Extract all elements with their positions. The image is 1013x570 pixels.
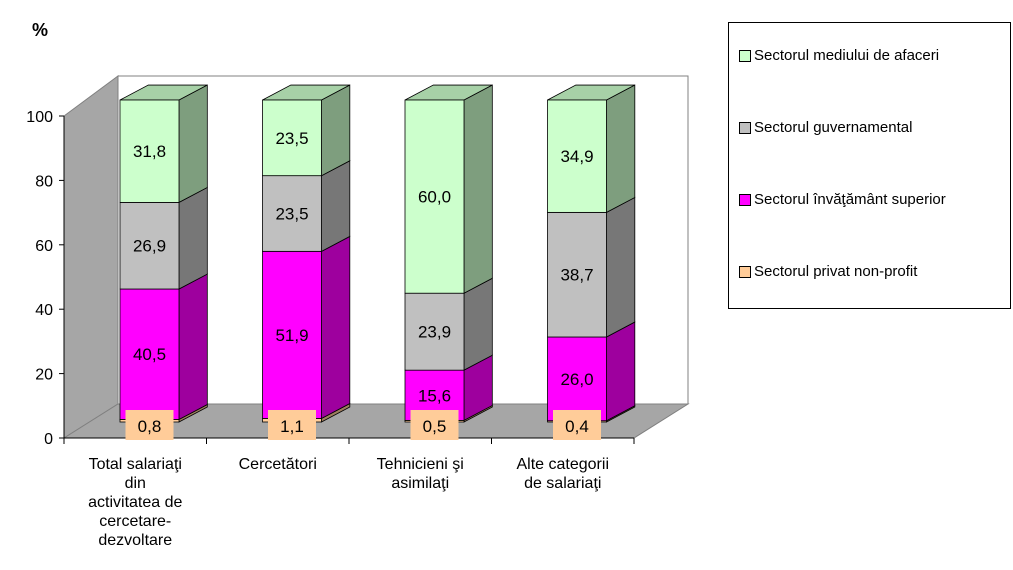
data-label-box [410, 410, 459, 440]
x-category-label-line: din [124, 475, 146, 492]
data-label: 26,9 [133, 237, 166, 256]
legend-item-privat-non-profit: Sectorul privat non-profit [739, 263, 917, 280]
y-tick-label: 0 [44, 431, 53, 448]
data-label: 38,7 [560, 266, 593, 285]
y-tick-label: 40 [35, 302, 53, 319]
data-label: 40,5 [133, 345, 166, 364]
data-label: 31,8 [133, 142, 166, 161]
y-axis-title: % [32, 20, 48, 40]
bar-segment-side [321, 235, 351, 420]
bar-segment [262, 99, 322, 177]
bar-segment-side [321, 84, 351, 177]
x-category-label: Alte categorii de salariaţi [493, 455, 633, 493]
legend-swatch [739, 121, 751, 134]
bar-segment-side [463, 84, 493, 294]
legend-item-mediul-afaceri: Sectorul mediului de afaceri [739, 47, 939, 64]
y-tick-label: 20 [35, 367, 53, 384]
bar-segment-side [178, 273, 208, 421]
legend-item-guvernamental: Sectorul guvernamental [739, 119, 912, 136]
data-label-box [268, 410, 316, 440]
bar-segment-side [321, 160, 351, 253]
legend-label: Sectorul guvernamental [754, 119, 913, 136]
x-category-label-line: de salariaţi [524, 475, 602, 492]
bar-segment-side [463, 277, 493, 371]
data-label-box [125, 410, 174, 440]
bar-segment [262, 175, 322, 252]
side-wall [63, 75, 119, 439]
bar-stack [262, 84, 351, 423]
x-category-label-line: Tehnicieni şi [376, 456, 464, 473]
legend-swatch [739, 49, 751, 62]
legend-swatch [739, 265, 751, 278]
bar-segment-side [606, 196, 636, 338]
x-category-label: Cercetători [208, 455, 348, 474]
x-category-label-line: Cercetători [238, 456, 317, 473]
x-category-label-line: Alte categorii [516, 456, 610, 473]
x-category-label: Tehnicieni şi asimilaţi [350, 455, 490, 493]
legend: Sectorul mediului de afaceri Sectorul gu… [728, 22, 1011, 309]
bar-segment-side [606, 84, 636, 214]
x-category-label-line: activitatea de [88, 494, 183, 511]
bar-segment-side [606, 321, 636, 422]
legend-label: Sectorul privat non-profit [754, 263, 918, 280]
data-label: 0,4 [565, 417, 589, 436]
bar-segment [547, 99, 607, 213]
bar-segment [119, 288, 180, 420]
data-label: 1,1 [280, 417, 304, 436]
bar-segment [547, 336, 607, 422]
bar-segment [404, 99, 465, 294]
data-label-box [553, 410, 601, 440]
data-label: 23,5 [275, 129, 308, 148]
bar-segment [404, 292, 465, 371]
data-label: 0,8 [138, 417, 162, 436]
data-label: 51,9 [275, 326, 308, 345]
data-label: 60,0 [418, 188, 451, 207]
bar-stack [119, 84, 208, 423]
data-label: 0,5 [423, 417, 447, 436]
y-tick-label: 60 [35, 238, 53, 255]
y-tick-label: 100 [26, 109, 53, 126]
data-label: 23,9 [418, 323, 451, 342]
x-category-label-line: cercetare- [99, 513, 172, 530]
legend-label: Sectorul mediului de afaceri [754, 47, 940, 64]
bar-segment [547, 211, 607, 338]
data-label: 23,5 [275, 205, 308, 224]
bar-stack [404, 84, 493, 423]
data-label: 26,0 [560, 370, 593, 389]
data-label: 15,6 [418, 386, 451, 405]
legend-item-invatamant-superior: Sectorul învăţământ superior [739, 191, 946, 208]
y-tick-label: 80 [35, 173, 53, 190]
legend-swatch [739, 193, 751, 206]
bar-segment [119, 99, 180, 203]
x-category-label-line: Total salariaţi [88, 456, 182, 473]
bar-segment [119, 201, 180, 290]
bar-segment-side [178, 186, 208, 290]
bar-segment [262, 250, 322, 419]
x-category-label-line: dezvoltare [98, 532, 173, 549]
x-category-label-line: asimilaţi [391, 475, 450, 492]
x-category-label: Total salariaţi din activitatea de cercetar… [65, 455, 205, 550]
data-label: 34,9 [560, 147, 593, 166]
bar-segment-side [178, 84, 208, 204]
legend-label: Sectorul învăţământ superior [754, 191, 946, 208]
